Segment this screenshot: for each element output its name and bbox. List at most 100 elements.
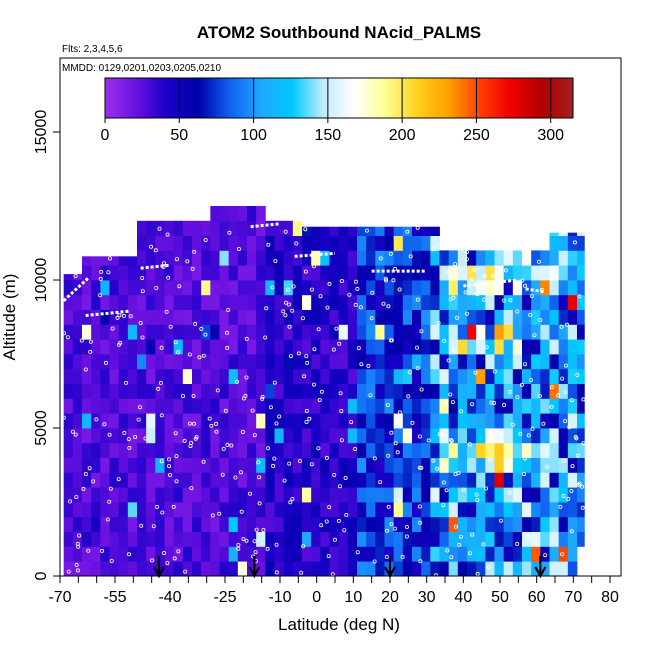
heatmap-cell	[320, 280, 330, 296]
heatmap-cell	[265, 413, 275, 429]
heatmap-cell	[91, 265, 101, 281]
y-tick-label: 5000	[33, 410, 50, 446]
heatmap-cell	[237, 472, 248, 488]
flight-point	[353, 446, 358, 451]
heatmap-cell	[567, 472, 578, 488]
flight-point	[383, 278, 388, 283]
heatmap-cell	[476, 531, 486, 547]
heatmap-cell	[357, 546, 367, 562]
heatmap-cell	[91, 280, 101, 296]
heatmap-cell	[503, 250, 514, 266]
heatmap-cell	[329, 487, 340, 503]
flight-point	[270, 285, 275, 290]
heatmap-cell	[127, 280, 138, 296]
flight-point	[355, 550, 360, 555]
heatmap-cell	[302, 516, 312, 532]
heatmap-cell	[210, 235, 220, 251]
flight-point	[381, 301, 386, 306]
flight-point	[482, 297, 487, 302]
flight-point	[174, 257, 179, 262]
x-tick-label: -70	[48, 589, 71, 606]
heatmap-cell	[577, 265, 585, 281]
heatmap-cell	[531, 546, 541, 562]
heatmap-cell	[439, 354, 450, 370]
heatmap-cell	[146, 531, 156, 547]
heatmap-cell	[63, 324, 74, 340]
y-tick-label: 15000	[33, 110, 50, 155]
heatmap-cell	[494, 309, 505, 325]
flight-point	[326, 554, 331, 559]
heatmap-cell	[412, 226, 422, 236]
heatmap-cell	[265, 531, 275, 547]
flight-point	[418, 520, 423, 525]
heatmap-cell	[283, 398, 294, 414]
heatmap-cell	[164, 368, 175, 384]
heatmap-cell	[485, 368, 495, 384]
heatmap-cell	[292, 324, 303, 340]
heatmap-cell	[494, 502, 505, 518]
heatmap-cell	[182, 516, 193, 532]
heatmap-cell	[109, 502, 120, 518]
heatmap-cell	[457, 309, 468, 325]
heatmap-cell	[402, 324, 413, 340]
heatmap-cell	[430, 368, 440, 384]
flight-point	[214, 429, 219, 434]
heatmap-cell	[100, 546, 110, 562]
heatmap-cell	[467, 487, 477, 503]
flight-point	[559, 324, 564, 329]
heatmap-cell	[302, 487, 312, 503]
heatmap-cell	[476, 472, 486, 488]
heatmap-cell	[485, 265, 495, 281]
heatmap-cell	[237, 428, 248, 444]
heatmap-cell	[357, 442, 367, 458]
heatmap-cell	[430, 531, 440, 547]
heatmap-cell	[494, 516, 505, 532]
heatmap-cell	[228, 516, 239, 532]
flight-point	[456, 470, 461, 475]
flight-point	[161, 551, 166, 556]
flight-point	[515, 541, 520, 546]
heatmap-cell	[531, 368, 541, 384]
heatmap-cell	[63, 457, 74, 473]
heatmap-cell	[237, 235, 248, 251]
heatmap-cell	[384, 226, 395, 236]
heatmap-cell	[384, 265, 395, 281]
flight-point	[307, 416, 312, 421]
heatmap-cell	[210, 457, 220, 473]
flight-point	[75, 541, 80, 546]
flight-point	[236, 543, 241, 548]
flight-point	[274, 570, 279, 575]
heatmap-cell	[366, 383, 376, 399]
heatmap-cell	[311, 383, 321, 399]
heatmap-cell	[302, 442, 312, 458]
heatmap-cell	[357, 280, 367, 296]
heatmap-cell	[558, 324, 569, 340]
heatmap-cell	[91, 368, 101, 384]
flight-point	[316, 327, 321, 332]
flight-point	[445, 548, 450, 553]
heatmap-cell	[210, 368, 220, 384]
heatmap-cell	[137, 472, 147, 488]
heatmap-cell	[457, 265, 468, 281]
heatmap-cell	[283, 220, 294, 236]
heatmap-cell	[366, 487, 376, 503]
flight-point	[407, 370, 412, 375]
flight-point	[538, 318, 543, 323]
heatmap-cell	[467, 502, 477, 518]
flight-point	[526, 433, 531, 438]
heatmap-cell	[357, 354, 367, 370]
heatmap-cell	[531, 531, 541, 547]
heatmap-cell	[393, 368, 404, 384]
flight-point	[492, 400, 497, 405]
flight-point	[108, 256, 113, 261]
heatmap-cell	[127, 472, 138, 488]
flight-point	[491, 274, 496, 279]
flight-point	[543, 553, 548, 558]
heatmap-cell	[63, 546, 74, 562]
heatmap-cell	[100, 413, 110, 429]
heatmap-cell	[164, 235, 175, 251]
heatmap-cell	[265, 280, 275, 296]
heatmap-cell	[476, 280, 486, 296]
heatmap-cell	[421, 516, 431, 532]
heatmap-cell	[274, 235, 285, 251]
